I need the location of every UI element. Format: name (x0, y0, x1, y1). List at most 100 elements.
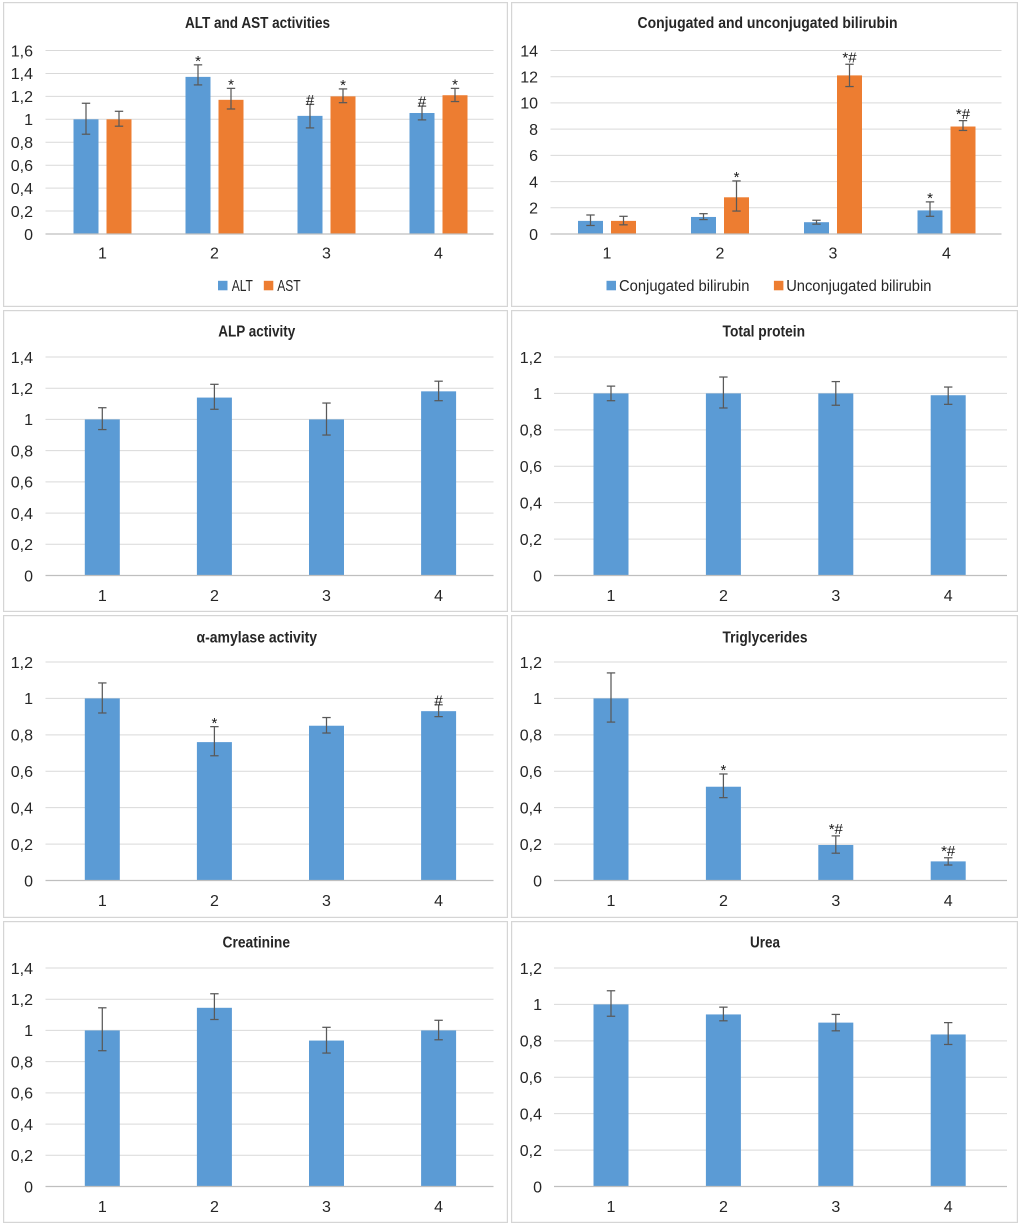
svg-text:1: 1 (607, 588, 616, 605)
svg-text:0,8: 0,8 (520, 728, 542, 745)
svg-text:1,4: 1,4 (11, 961, 33, 978)
svg-text:4: 4 (434, 588, 443, 605)
svg-text:4: 4 (529, 174, 538, 191)
svg-text:0,4: 0,4 (11, 506, 33, 523)
svg-text:0: 0 (533, 1179, 542, 1196)
svg-text:0: 0 (529, 227, 538, 244)
svg-text:2: 2 (210, 588, 219, 605)
svg-text:1: 1 (533, 997, 542, 1014)
svg-text:*: * (452, 77, 458, 94)
svg-text:3: 3 (831, 588, 840, 605)
svg-text:#: # (306, 92, 315, 109)
svg-text:0: 0 (24, 873, 33, 890)
svg-text:0,6: 0,6 (11, 158, 33, 175)
svg-text:3: 3 (829, 245, 838, 262)
svg-text:1: 1 (98, 245, 107, 262)
svg-text:0,8: 0,8 (11, 135, 33, 152)
svg-text:2: 2 (210, 1199, 219, 1216)
svg-text:*#: *# (842, 50, 857, 67)
svg-text:1,2: 1,2 (520, 655, 542, 672)
svg-text:4: 4 (942, 245, 951, 262)
svg-text:1: 1 (24, 1023, 33, 1040)
svg-text:1: 1 (603, 245, 612, 262)
svg-text:1,2: 1,2 (11, 655, 33, 672)
svg-text:2: 2 (719, 893, 728, 910)
svg-text:0,4: 0,4 (11, 1117, 33, 1134)
svg-text:4: 4 (944, 893, 953, 910)
svg-text:Triglycerides: Triglycerides (723, 629, 808, 646)
svg-text:1: 1 (607, 893, 616, 910)
svg-text:3: 3 (831, 1199, 840, 1216)
svg-text:1,2: 1,2 (520, 350, 542, 367)
svg-text:Urea: Urea (750, 934, 780, 951)
svg-text:3: 3 (322, 1199, 331, 1216)
svg-text:0,6: 0,6 (520, 764, 542, 781)
svg-text:α-amylase activity: α-amylase activity (197, 629, 318, 646)
svg-text:Conjugated and unconjugated bi: Conjugated and unconjugated bilirubin (638, 15, 898, 32)
svg-text:0,2: 0,2 (11, 204, 33, 221)
svg-text:1,4: 1,4 (11, 350, 33, 367)
svg-text:2: 2 (529, 201, 538, 218)
svg-text:1: 1 (533, 691, 542, 708)
svg-text:0: 0 (24, 1179, 33, 1196)
svg-text:*: * (195, 53, 201, 70)
svg-text:2: 2 (719, 588, 728, 605)
svg-text:1: 1 (607, 1199, 616, 1216)
svg-text:ALP activity: ALP activity (218, 323, 295, 340)
svg-text:4: 4 (944, 588, 953, 605)
svg-text:0,2: 0,2 (520, 837, 542, 854)
svg-text:0,8: 0,8 (520, 423, 542, 440)
svg-text:0,8: 0,8 (11, 443, 33, 460)
svg-text:ALT: ALT (232, 278, 254, 295)
svg-text:2: 2 (210, 893, 219, 910)
svg-text:4: 4 (434, 893, 443, 910)
svg-text:1,2: 1,2 (520, 961, 542, 978)
svg-text:1,2: 1,2 (11, 992, 33, 1009)
svg-text:*#: *# (956, 106, 971, 123)
svg-text:2: 2 (719, 1199, 728, 1216)
svg-text:0,8: 0,8 (11, 728, 33, 745)
svg-text:0,6: 0,6 (520, 1070, 542, 1087)
svg-text:1: 1 (24, 112, 33, 129)
svg-text:1: 1 (24, 691, 33, 708)
svg-text:#: # (434, 692, 443, 709)
svg-text:0,4: 0,4 (11, 181, 33, 198)
svg-text:0,4: 0,4 (520, 1106, 542, 1123)
svg-text:14: 14 (520, 43, 538, 60)
svg-text:1: 1 (98, 1199, 107, 1216)
svg-text:1,2: 1,2 (11, 89, 33, 106)
svg-text:*#: *# (941, 843, 956, 860)
svg-text:*: * (211, 715, 217, 732)
svg-text:3: 3 (831, 893, 840, 910)
svg-text:1,6: 1,6 (11, 43, 33, 60)
svg-text:1: 1 (98, 893, 107, 910)
svg-text:0: 0 (24, 227, 33, 244)
svg-text:10: 10 (520, 96, 538, 113)
svg-text:0,4: 0,4 (520, 800, 542, 817)
svg-text:0,2: 0,2 (11, 1148, 33, 1165)
svg-text:ALT and AST activities: ALT and AST activities (185, 15, 330, 32)
svg-text:0,8: 0,8 (11, 1054, 33, 1071)
svg-text:0,2: 0,2 (520, 1143, 542, 1160)
svg-text:*: * (734, 169, 740, 186)
svg-text:2: 2 (210, 245, 219, 262)
svg-text:*: * (720, 762, 726, 779)
svg-text:Total protein: Total protein (723, 323, 806, 340)
svg-text:#: # (418, 94, 427, 111)
svg-text:1: 1 (24, 412, 33, 429)
svg-text:0,4: 0,4 (520, 495, 542, 512)
svg-text:0,6: 0,6 (520, 459, 542, 476)
svg-text:*: * (228, 77, 234, 94)
svg-text:0: 0 (24, 568, 33, 585)
svg-text:4: 4 (434, 245, 443, 262)
svg-text:0,2: 0,2 (11, 537, 33, 554)
svg-text:3: 3 (322, 893, 331, 910)
svg-text:0,6: 0,6 (11, 764, 33, 781)
svg-text:3: 3 (322, 245, 331, 262)
svg-text:8: 8 (529, 122, 538, 139)
svg-text:4: 4 (944, 1199, 953, 1216)
svg-text:4: 4 (434, 1199, 443, 1216)
svg-text:*#: *# (829, 821, 844, 838)
svg-text:6: 6 (529, 148, 538, 165)
svg-text:0,2: 0,2 (11, 837, 33, 854)
